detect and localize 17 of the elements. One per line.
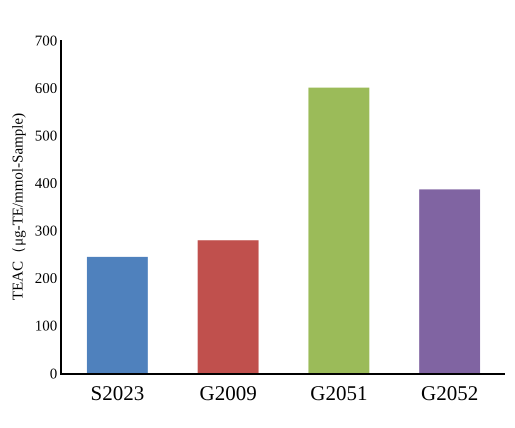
x-tick-label: G2051	[310, 380, 368, 405]
y-tick-label: 0	[50, 366, 58, 382]
x-tick-label: G2009	[200, 380, 257, 405]
y-tick-label: 600	[34, 80, 58, 97]
y-tick-label: 500	[34, 128, 58, 144]
x-tick-label: G2052	[421, 380, 478, 405]
bar	[308, 88, 370, 373]
y-tick-label: 200	[34, 271, 58, 288]
bar	[86, 256, 148, 373]
bar	[198, 240, 259, 373]
bar	[419, 189, 480, 373]
y-tick-label: 700	[34, 33, 58, 50]
y-axis-title: TEAC（μg-TE/mmol-Sample)	[10, 112, 26, 300]
y-tick-label: 400	[34, 176, 58, 192]
y-tick-label: 100	[34, 318, 58, 335]
x-tick-label: S2023	[90, 380, 144, 405]
y-tick-label: 300	[34, 224, 58, 240]
